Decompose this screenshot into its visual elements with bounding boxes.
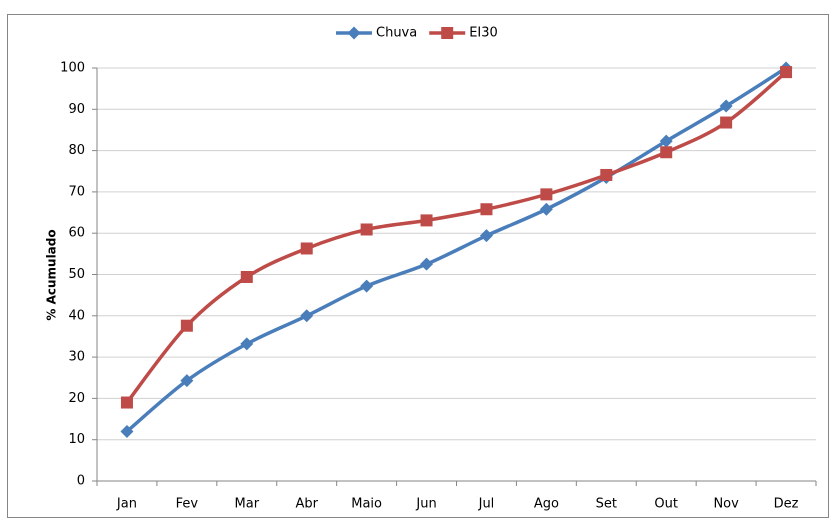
line: [125, 66, 787, 433]
marker: [720, 116, 733, 129]
marker: [300, 309, 314, 323]
y-tick-label: 30: [68, 350, 85, 365]
marker: [180, 374, 194, 388]
x-tick-label: Fev: [176, 497, 199, 512]
line: [125, 70, 788, 404]
y-tick-label: 40: [68, 308, 85, 323]
marker: [660, 146, 673, 159]
y-tick-label: 20: [68, 391, 85, 406]
y-axis-label: % Acumulado: [45, 229, 59, 320]
marker: [347, 26, 361, 40]
y-tick-label: 0: [77, 474, 85, 489]
marker: [441, 27, 454, 39]
y-tick-label: 60: [68, 226, 85, 241]
marker: [240, 337, 254, 351]
y-tick-label: 50: [68, 267, 85, 282]
marker: [300, 242, 313, 255]
marker: [120, 424, 134, 438]
marker: [480, 203, 493, 216]
y-tick-label: 100: [60, 61, 85, 76]
marker: [240, 270, 253, 283]
x-tick-label: Jan: [116, 497, 137, 512]
marker: [780, 66, 793, 79]
marker: [540, 188, 553, 201]
y-tick-label: 70: [68, 184, 85, 199]
marker: [360, 223, 373, 236]
y-tick-label: 10: [68, 432, 85, 447]
y-tick-label: 80: [68, 143, 85, 158]
marker: [120, 396, 133, 409]
legend-label: Chuva: [376, 26, 417, 41]
x-tick-label: Jul: [478, 497, 495, 512]
marker: [479, 229, 493, 243]
marker: [420, 257, 434, 271]
x-tick-label: Nov: [713, 497, 739, 512]
marker: [600, 168, 613, 181]
legend-label: EI30: [469, 26, 498, 41]
x-tick-label: Maio: [351, 497, 382, 512]
x-tick-label: Jun: [415, 497, 436, 512]
y-tick-label: 90: [68, 102, 85, 117]
x-tick-label: Mar: [235, 497, 260, 512]
marker: [360, 279, 374, 293]
x-tick-label: Set: [596, 497, 617, 512]
x-tick-label: Out: [654, 497, 678, 512]
marker: [719, 99, 733, 113]
x-tick-label: Ago: [534, 497, 559, 512]
marker: [180, 319, 193, 332]
marker: [420, 214, 433, 227]
marker: [659, 134, 673, 148]
x-tick-label: Abr: [295, 497, 318, 512]
marker: [539, 202, 553, 216]
x-tick-label: Dez: [774, 497, 799, 512]
